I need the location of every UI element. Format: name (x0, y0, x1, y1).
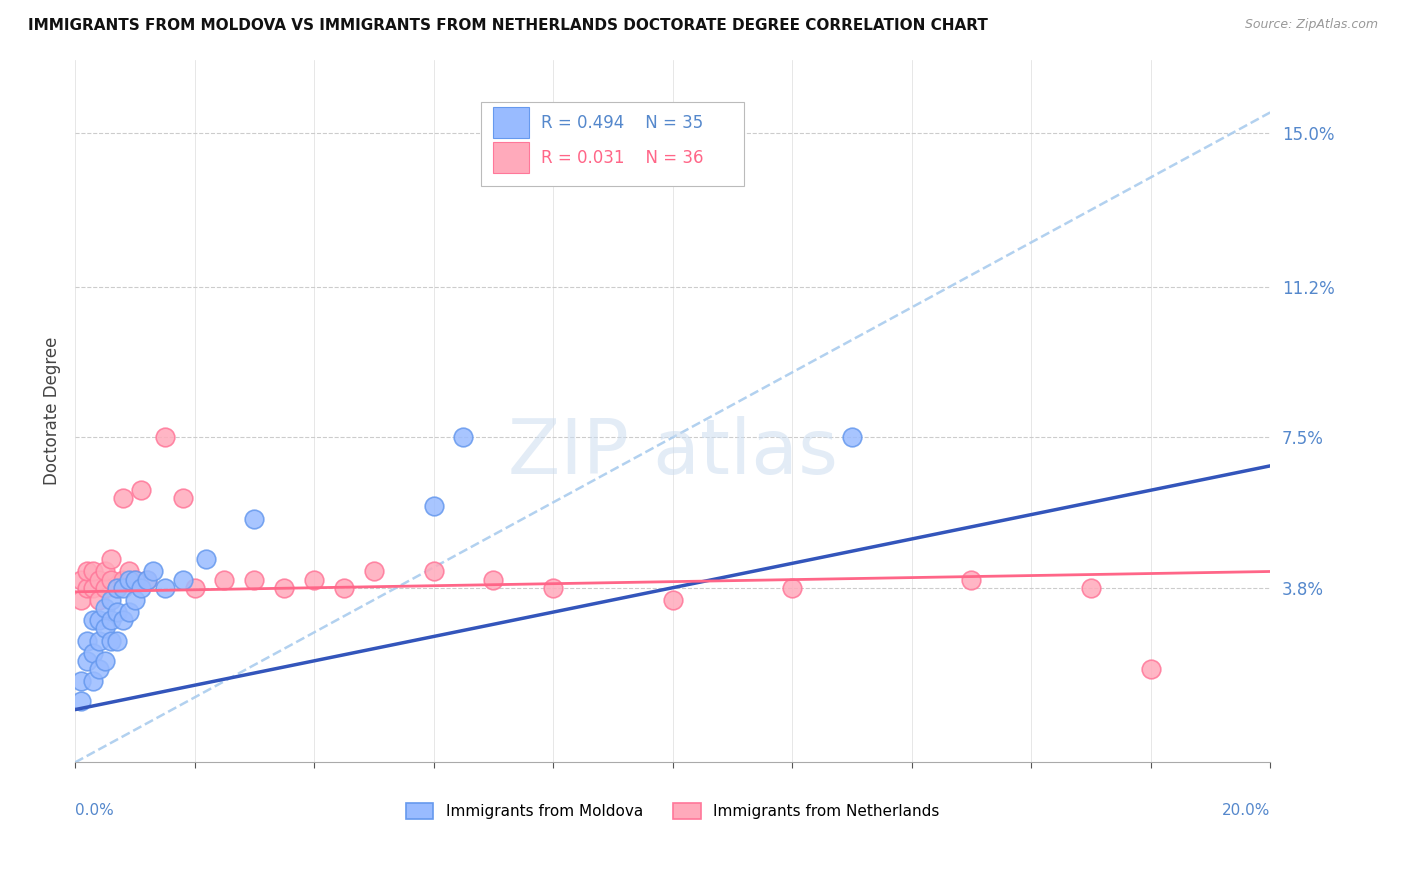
Point (118, 605, 141, 619)
Point (195, 552, 218, 566)
Point (94, 654, 117, 668)
Text: IMMIGRANTS FROM MOLDOVA VS IMMIGRANTS FROM NETHERLANDS DOCTORATE DEGREE CORRELAT: IMMIGRANTS FROM MOLDOVA VS IMMIGRANTS FR… (28, 18, 988, 33)
Point (118, 565, 141, 579)
Point (100, 633, 122, 648)
Point (111, 491, 134, 506)
Point (363, 565, 385, 579)
Legend: Immigrants from Moldova, Immigrants from Netherlands: Immigrants from Moldova, Immigrants from… (399, 797, 945, 825)
Point (70, 694, 93, 708)
Text: R = 0.494    N = 35: R = 0.494 N = 35 (541, 113, 703, 131)
Point (153, 430, 176, 444)
Point (661, 593, 683, 607)
Point (422, 565, 444, 579)
Point (100, 573, 122, 587)
Point (129, 483, 152, 498)
Point (82, 674, 104, 689)
Point (135, 573, 157, 587)
Point (243, 511, 266, 525)
Point (183, 581, 205, 595)
Point (87, 573, 110, 587)
Point (94, 601, 117, 615)
FancyBboxPatch shape (494, 107, 529, 138)
Point (94, 565, 117, 579)
Point (302, 573, 325, 587)
Point (76, 581, 98, 595)
Point (172, 491, 194, 506)
FancyBboxPatch shape (481, 102, 744, 186)
Point (70, 573, 93, 587)
Point (142, 565, 165, 579)
Point (111, 613, 134, 627)
Point (111, 581, 134, 595)
Point (100, 613, 122, 627)
Y-axis label: Doctorate Degree: Doctorate Degree (44, 337, 60, 485)
Point (422, 500, 444, 514)
Point (243, 573, 266, 587)
Point (87, 593, 110, 607)
Point (70, 593, 93, 607)
Text: Source: ZipAtlas.com: Source: ZipAtlas.com (1244, 18, 1378, 31)
Point (105, 633, 128, 648)
Point (153, 581, 176, 595)
Point (214, 573, 236, 587)
Point (780, 581, 803, 595)
FancyBboxPatch shape (494, 142, 529, 173)
Point (87, 662, 110, 676)
Point (87, 613, 110, 627)
Point (100, 552, 122, 566)
Point (82, 565, 104, 579)
Point (1080, 581, 1102, 595)
Point (453, 430, 475, 444)
Point (1139, 662, 1161, 676)
Point (76, 633, 98, 648)
Point (76, 565, 98, 579)
Text: 20.0%: 20.0% (1222, 803, 1270, 818)
Text: 0.0%: 0.0% (75, 803, 114, 818)
Point (135, 573, 157, 587)
Point (105, 581, 128, 595)
Point (124, 573, 146, 587)
Point (273, 581, 295, 595)
Point (87, 633, 110, 648)
Point (482, 573, 505, 587)
Point (172, 573, 194, 587)
Point (76, 654, 98, 668)
Point (82, 646, 104, 660)
Point (94, 581, 117, 595)
Point (94, 621, 117, 635)
Point (105, 605, 128, 619)
Point (124, 573, 146, 587)
Point (100, 593, 122, 607)
Point (333, 581, 356, 595)
Point (111, 573, 134, 587)
Point (541, 581, 564, 595)
Point (118, 573, 141, 587)
Point (124, 593, 146, 607)
Point (129, 581, 152, 595)
Point (82, 581, 104, 595)
Point (960, 573, 983, 587)
Point (105, 581, 128, 595)
Text: R = 0.031    N = 36: R = 0.031 N = 36 (541, 149, 703, 167)
Point (82, 613, 104, 627)
Point (841, 430, 863, 444)
Text: ZIP atlas: ZIP atlas (508, 417, 838, 491)
Point (70, 674, 93, 689)
